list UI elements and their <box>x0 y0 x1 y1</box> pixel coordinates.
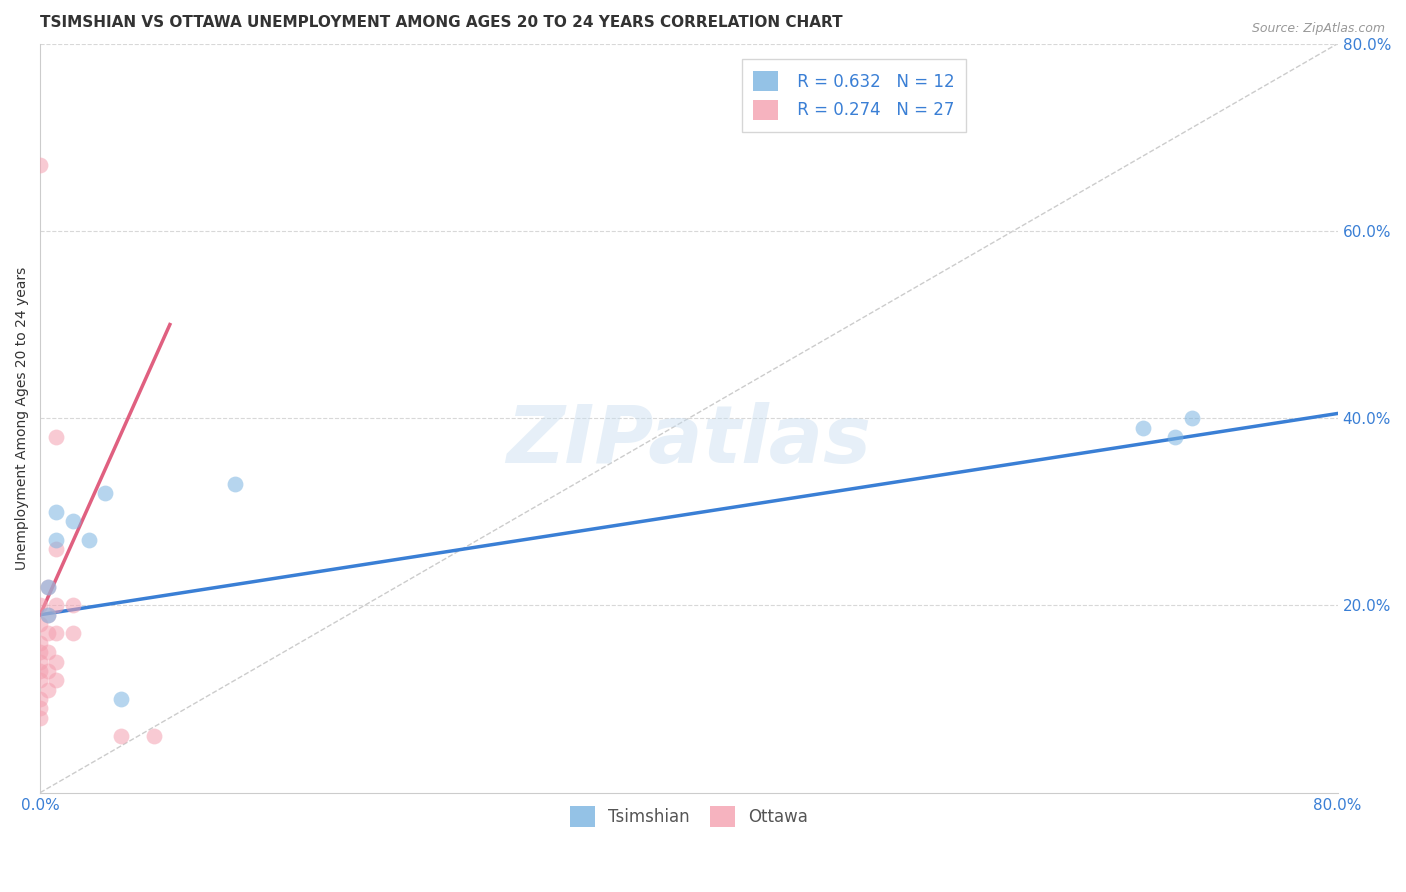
Point <box>30 617 52 632</box>
Point <box>45 626 67 640</box>
Point <box>77 533 100 547</box>
Point <box>37 607 59 622</box>
Text: ZIPatlas: ZIPatlas <box>506 401 872 480</box>
Point <box>30 692 52 706</box>
Point <box>30 673 52 688</box>
Y-axis label: Unemployment Among Ages 20 to 24 years: Unemployment Among Ages 20 to 24 years <box>15 267 30 570</box>
Point <box>142 730 165 744</box>
Point <box>224 476 246 491</box>
Point <box>37 645 59 659</box>
Point <box>37 664 59 678</box>
Point <box>45 533 67 547</box>
Point <box>37 626 59 640</box>
Point <box>94 486 117 500</box>
Point <box>1164 430 1187 444</box>
Point <box>45 599 67 613</box>
Point <box>45 542 67 557</box>
Point <box>45 505 67 519</box>
Point <box>30 701 52 715</box>
Point <box>45 655 67 669</box>
Point <box>62 514 84 528</box>
Text: TSIMSHIAN VS OTTAWA UNEMPLOYMENT AMONG AGES 20 TO 24 YEARS CORRELATION CHART: TSIMSHIAN VS OTTAWA UNEMPLOYMENT AMONG A… <box>41 15 842 30</box>
Text: Source: ZipAtlas.com: Source: ZipAtlas.com <box>1251 22 1385 36</box>
Point <box>30 711 52 725</box>
Legend: Tsimshian, Ottawa: Tsimshian, Ottawa <box>560 797 818 837</box>
Point <box>45 430 67 444</box>
Point <box>62 599 84 613</box>
Point <box>37 682 59 697</box>
Point <box>30 664 52 678</box>
Point <box>1132 420 1154 434</box>
Point <box>30 655 52 669</box>
Point <box>30 158 52 172</box>
Point <box>37 607 59 622</box>
Point <box>30 645 52 659</box>
Point <box>110 692 132 706</box>
Point <box>37 580 59 594</box>
Point <box>37 580 59 594</box>
Point <box>1181 411 1204 425</box>
Point <box>30 599 52 613</box>
Point <box>110 730 132 744</box>
Point <box>62 626 84 640</box>
Point <box>30 636 52 650</box>
Point <box>45 673 67 688</box>
